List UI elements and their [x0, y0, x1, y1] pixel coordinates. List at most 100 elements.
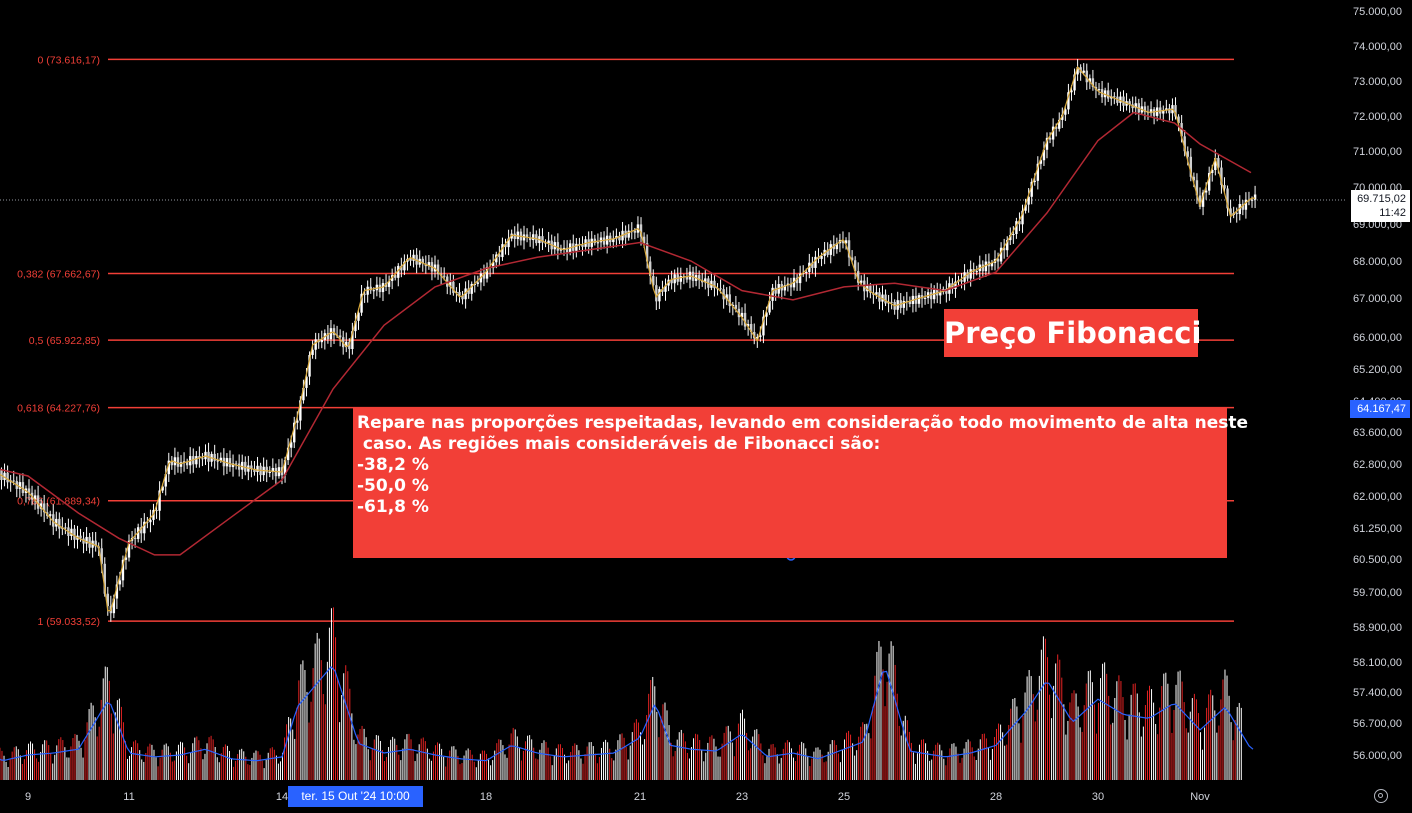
candle-body: [158, 490, 161, 511]
volume-bar: [711, 735, 713, 780]
time-axis[interactable]: 9 11 14 18 21 23 25 28 30 Nov: [25, 791, 1210, 803]
candle-body: [652, 275, 655, 286]
volume-bar: [1030, 676, 1032, 780]
volume-bar: [713, 738, 715, 780]
volume-bar: [525, 741, 527, 780]
volume-bar: [592, 746, 594, 780]
price-axis-label: 65.200,00: [1353, 364, 1402, 376]
volume-bar: [253, 752, 255, 780]
volume-bar: [3, 755, 5, 780]
volume-bar: [13, 747, 15, 780]
volume-bar: [1100, 678, 1102, 780]
volume-bar: [473, 761, 475, 780]
volume-bar: [118, 698, 120, 780]
candle-body: [354, 320, 357, 332]
volume-bar: [76, 734, 78, 780]
candle-body: [436, 264, 440, 275]
volume-bar: [406, 734, 408, 780]
volume-bar: [273, 749, 275, 780]
volume-bar: [699, 740, 701, 780]
candle-body: [27, 488, 31, 493]
candle-body: [271, 467, 275, 472]
candle-body: [1174, 105, 1177, 117]
candle-body: [1223, 185, 1226, 189]
volume-bar: [367, 749, 369, 780]
volume-bar: [25, 750, 27, 780]
title-annotation[interactable]: Preço Fibonacci: [944, 309, 1201, 357]
volume-bar: [322, 694, 324, 780]
volume-bar: [991, 748, 993, 780]
candle-body: [140, 527, 143, 534]
candle-body: [100, 548, 103, 564]
candle-body: [850, 257, 854, 261]
volume-bar: [774, 747, 776, 780]
volume-bar: [744, 718, 746, 780]
volume-bar: [1051, 718, 1053, 780]
volume-bar: [214, 747, 216, 780]
volume-bar: [1232, 740, 1234, 780]
volume-bar: [1083, 705, 1085, 780]
volume-bar: [139, 750, 141, 780]
candle-body: [302, 387, 305, 401]
candle-body: [1168, 108, 1171, 114]
price-axis-label: 75.000,00: [1353, 6, 1402, 18]
candle-body: [42, 503, 46, 513]
volume-bar: [188, 763, 190, 780]
volume-bar: [1053, 685, 1055, 780]
candle-body: [768, 300, 771, 313]
volume-bar: [257, 751, 259, 780]
volume-bar: [658, 737, 660, 780]
volume-bar: [241, 748, 243, 780]
price-axis[interactable]: 75.000,00 74.000,00 73.000,00 72.000,00 71.0…: [1353, 6, 1402, 762]
volume-bar: [821, 754, 823, 780]
volume-bar: [1002, 732, 1004, 780]
volume-bar: [1234, 720, 1236, 780]
volume-bar: [764, 763, 766, 780]
volume-bar: [52, 763, 54, 780]
candle-body: [914, 295, 918, 304]
candle-body: [185, 461, 189, 466]
volume-bar: [973, 756, 975, 780]
volume-bar: [455, 749, 457, 780]
volume-bar: [987, 747, 989, 780]
candle-body: [532, 234, 535, 241]
note-annotation[interactable]: Repare nas proporções respeitadas, levan…: [353, 408, 1248, 558]
volume-bar: [184, 747, 186, 780]
volume-bar: [1220, 699, 1222, 780]
volume-bar: [1036, 709, 1038, 780]
time-axis-label: 18: [480, 791, 492, 803]
volume-bar: [1042, 636, 1044, 780]
candle-body: [902, 300, 905, 308]
volume-bar: [803, 743, 805, 780]
volume-bar: [302, 660, 304, 780]
volume-bar: [1040, 649, 1042, 780]
volume-bar: [445, 766, 447, 780]
volume-bar: [330, 608, 332, 780]
volume-bar: [54, 754, 56, 780]
volume-bar: [574, 743, 576, 780]
settings-icon[interactable]: [1374, 789, 1388, 803]
volume-bar: [514, 729, 516, 780]
volume-bar: [648, 693, 650, 780]
candle-body: [241, 461, 244, 470]
volume-bar: [680, 729, 682, 780]
volume-bar: [1120, 681, 1122, 780]
candle-body: [345, 341, 348, 348]
volume-bar: [582, 763, 584, 780]
volume-bar: [666, 710, 668, 780]
volume-bar: [719, 756, 721, 780]
volume-bar: [165, 743, 167, 780]
volume-bar: [98, 726, 100, 780]
volume-bar: [308, 722, 310, 780]
volume-bar: [245, 756, 247, 780]
volume-bar: [522, 750, 524, 780]
candle-body: [841, 240, 845, 244]
volume-bar: [335, 637, 337, 780]
volume-bar: [611, 758, 613, 780]
candle-body: [811, 262, 814, 268]
candle-body: [541, 236, 544, 243]
volume-bar: [1240, 707, 1242, 780]
volume-bar: [108, 680, 110, 780]
volume-bar: [737, 723, 739, 780]
